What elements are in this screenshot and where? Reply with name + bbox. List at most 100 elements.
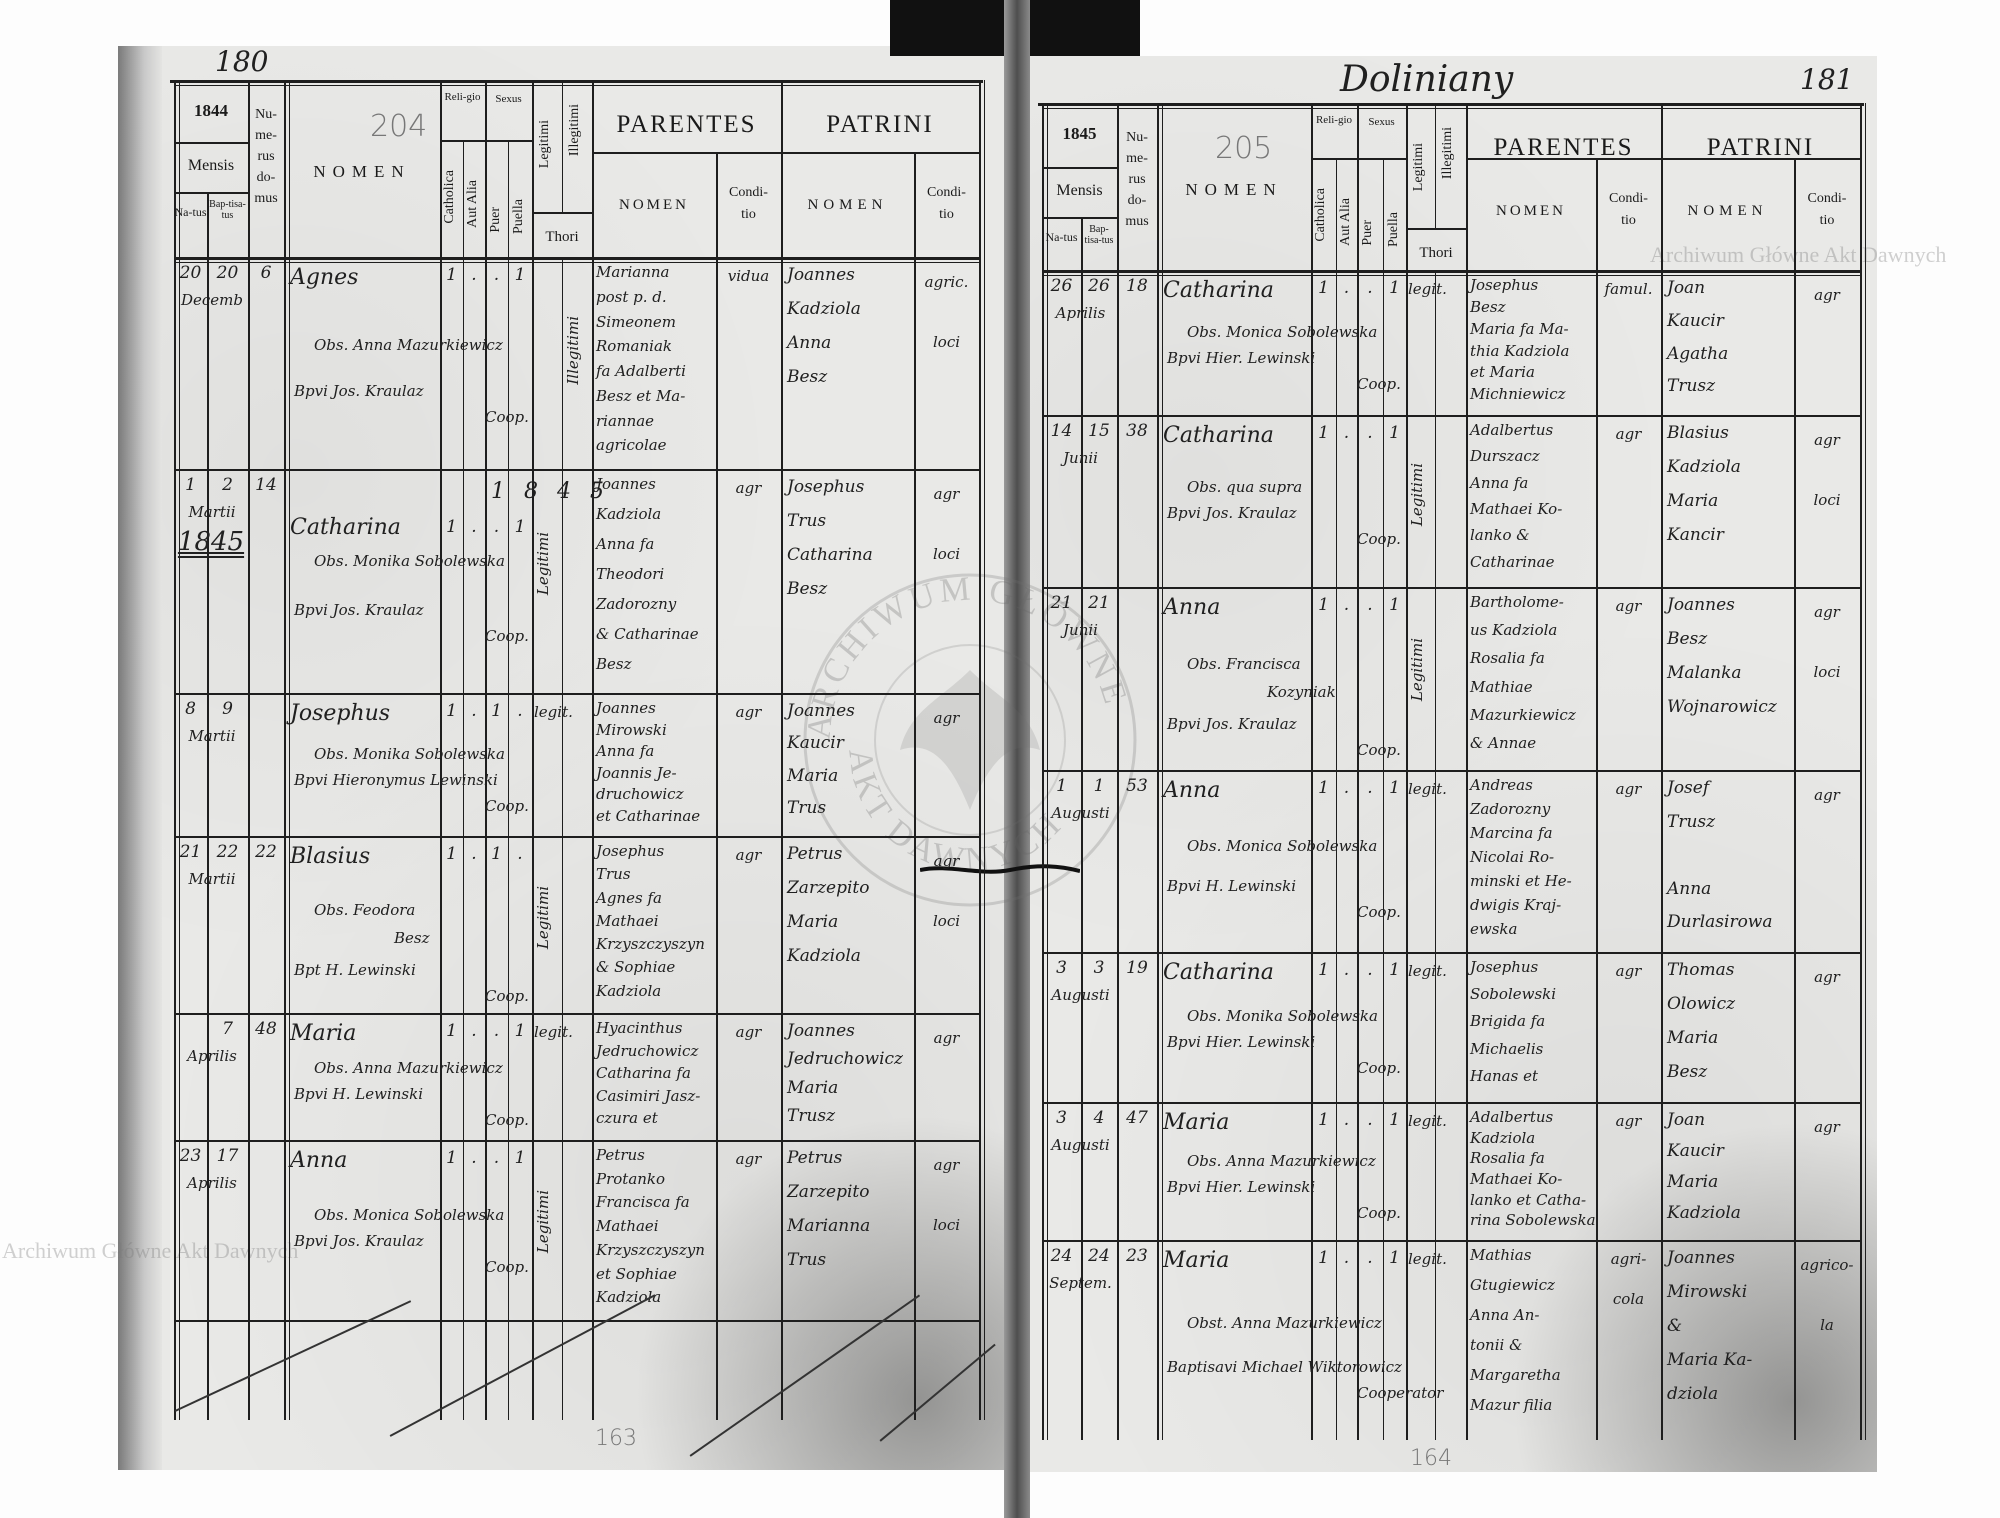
godparent-name-line: Trus	[787, 1250, 827, 1270]
grid-line	[1042, 275, 1860, 277]
puella-mark: 1	[1389, 1248, 1400, 1268]
birth-day: 3	[1056, 1108, 1067, 1128]
parents-name-line: & Sophiae	[596, 958, 676, 977]
puer-mark: .	[1367, 1110, 1373, 1130]
godparent-name-line: Jedruchowicz	[787, 1049, 904, 1070]
month: Junii	[1063, 449, 1098, 467]
midwife-entry: Obs. Monika Sobolewska	[314, 745, 505, 764]
godparent-name-line: Kaucir	[1667, 310, 1724, 331]
grid-line	[1042, 167, 1117, 169]
parents-name-line: Adalbertus	[1470, 421, 1554, 439]
baptism-day: 3	[1093, 958, 1105, 978]
thori-header: Thori	[545, 229, 579, 245]
baptizer-entry: Bpvi Jos. Kraulaz	[294, 1232, 424, 1251]
grid-line	[781, 80, 783, 1420]
house-number: 53	[1126, 776, 1148, 796]
parents-name-line: tonii &	[1470, 1336, 1523, 1354]
midwife-entry-cont: Besz	[394, 929, 430, 948]
birth-day: 21	[1050, 593, 1073, 613]
puella-mark: .	[517, 844, 523, 864]
parents-condition: agr	[1615, 425, 1642, 443]
godparent-name-line: Joannes	[787, 701, 855, 721]
cooperator-entry: Coop.	[1357, 1059, 1401, 1077]
numerus-domus-header: Nu-me-rus do-mus	[254, 107, 278, 206]
aut-alia-header: Aut Alia	[1338, 198, 1353, 246]
godparent-name-line: Marianna	[787, 1216, 871, 1236]
grid-line	[1042, 103, 1044, 1440]
parents-name-line: Marcina fa	[1470, 824, 1553, 842]
parentes-header: PARENTES	[1493, 134, 1634, 161]
year-header: 1844	[194, 101, 228, 120]
birth-day: 26	[1050, 276, 1073, 296]
archive-folio-number: 163	[595, 1426, 637, 1451]
birth-day: 8	[185, 699, 196, 719]
parents-condition: vidua	[727, 267, 770, 285]
cooperator-entry: Coop.	[485, 627, 529, 646]
godparent-name-line: Thomas	[1667, 960, 1735, 980]
grid-line	[1042, 415, 1860, 417]
baptizer-entry: Bpvi Jos. Kraulaz	[294, 382, 424, 401]
godparent-name-line: Trus	[787, 797, 827, 818]
grid-line	[984, 80, 986, 1420]
legitimacy-mark: Legitimi	[534, 531, 552, 595]
baptism-day: 17	[216, 1146, 239, 1166]
child-name: Catharina	[1163, 423, 1274, 448]
parents-name-line: riannae	[596, 411, 655, 430]
puer-mark: .	[493, 1021, 500, 1041]
grid-line	[1042, 1102, 1860, 1104]
month: Augusti	[1051, 804, 1110, 822]
cooperator-entry: Coop.	[485, 1111, 529, 1130]
puer-mark: .	[1367, 278, 1373, 298]
parents-name-line: Zadorozny	[1470, 800, 1551, 818]
parents-name-line: Petrus	[596, 1146, 645, 1164]
patrini-conditio-header: Condi-tio	[927, 185, 966, 223]
godparents-condition: agr	[933, 1029, 960, 1047]
puella-mark: 1	[1389, 960, 1400, 980]
parents-condition: agr	[735, 479, 762, 497]
parents-name-line: lanko &	[1470, 526, 1530, 545]
puer-mark: 1	[491, 844, 502, 864]
birth-day: 1	[185, 475, 196, 495]
aut-alia-mark: .	[471, 517, 477, 537]
catholica-header: Catholica	[442, 170, 457, 224]
godparents-condition: agr	[933, 852, 960, 870]
month: Junii	[1063, 621, 1098, 639]
grid-line	[1357, 103, 1359, 1440]
mensis-header: Mensis	[187, 157, 235, 174]
grid-line	[562, 257, 564, 1420]
catholica-mark: 1	[446, 701, 457, 721]
parentes-conditio-header: Condi-tio	[1609, 191, 1648, 229]
puella-header: Puella	[1386, 212, 1401, 247]
godparents-condition: agr	[1814, 1118, 1840, 1136]
godparents-condition: agric.	[924, 273, 969, 291]
sexus-header: Sexus	[1368, 116, 1395, 128]
baptism-day: 26	[1088, 276, 1110, 296]
baptism-day: 22	[216, 842, 239, 862]
grid-line	[1383, 158, 1385, 1440]
parents-name-line: Brigida fa	[1470, 1012, 1546, 1031]
grid-line	[174, 1013, 979, 1015]
legitimacy-mark: Legitimi	[1408, 463, 1426, 527]
page-number: 180	[215, 45, 269, 78]
aut-alia-mark: .	[471, 701, 477, 721]
child-name: Anna	[1163, 595, 1221, 620]
parents-name-line: us Kadziola	[1470, 621, 1558, 640]
godparent-name-line: Mirowski	[1667, 1282, 1748, 1302]
aut-alia-header: Aut Alia	[465, 180, 480, 228]
child-name: Maria	[1163, 1248, 1230, 1273]
puer-mark: .	[1367, 1248, 1373, 1268]
parentes-nomen-header: NOMEN	[619, 197, 689, 213]
godparent-name-line: Besz	[1667, 629, 1708, 649]
cooperator-entry: Coop.	[1357, 375, 1401, 394]
parents-name-line: dwigis Kraj-	[1470, 896, 1562, 914]
puella-mark: 1	[1389, 278, 1400, 298]
parents-name-line: druchowicz	[596, 785, 684, 803]
birth-day: 23	[179, 1146, 202, 1166]
parents-name-line: Mathiae	[1470, 677, 1533, 696]
grid-line	[174, 192, 248, 194]
legitimacy-mark: Illegitimi	[564, 316, 582, 386]
child-name: Catharina	[1163, 278, 1274, 303]
month: Aprilis	[187, 1174, 237, 1192]
parents-name-line: Nicolai Ro-	[1470, 848, 1555, 866]
godparent-name-line: Blasius	[1667, 423, 1729, 443]
